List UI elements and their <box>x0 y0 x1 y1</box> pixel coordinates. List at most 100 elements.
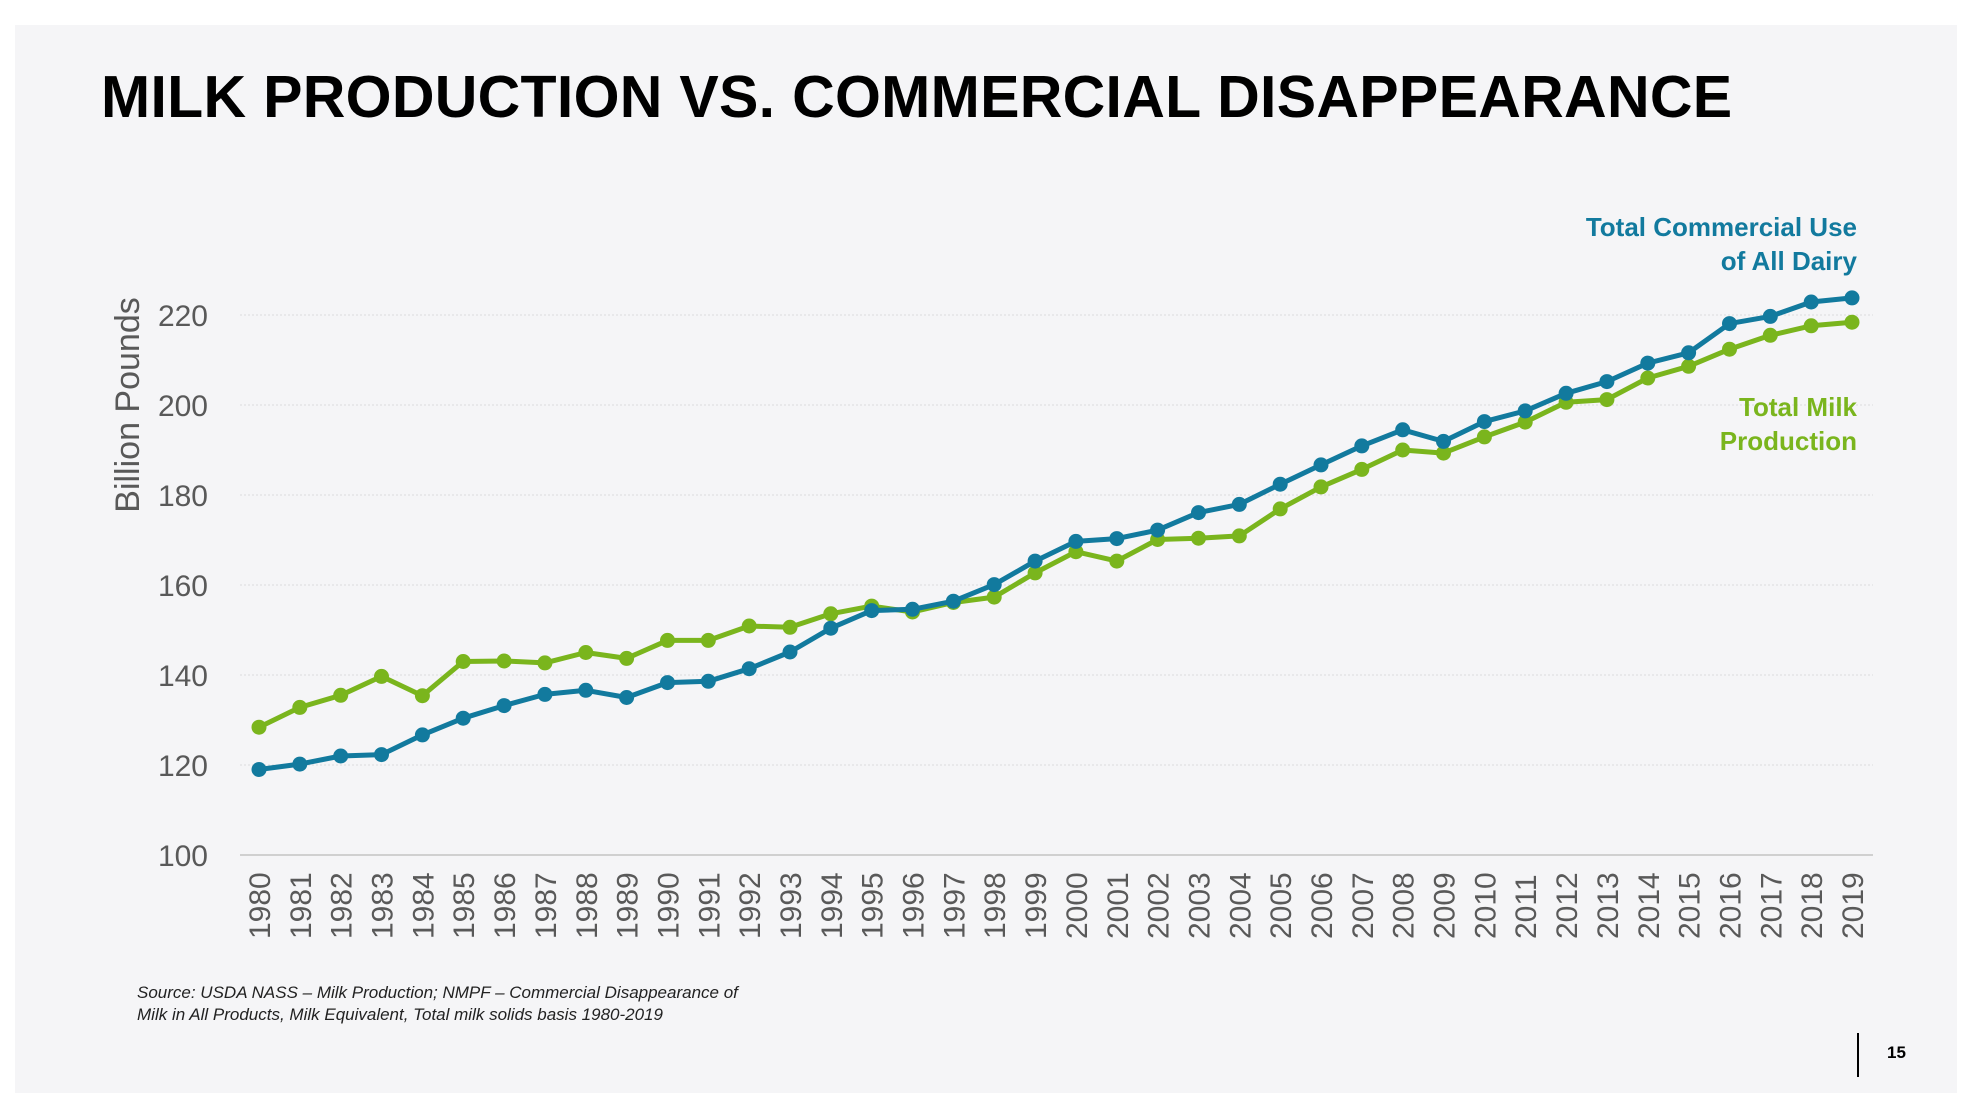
data-point-total-milk-production <box>823 606 839 622</box>
x-tick-label: 2019 <box>1837 872 1870 939</box>
x-tick-label: 1996 <box>898 872 931 939</box>
data-point-total-commercial-use-of-all-dairy <box>986 577 1002 593</box>
x-tick-label: 2018 <box>1796 872 1829 939</box>
data-point-total-milk-production <box>333 687 349 703</box>
y-tick-label: 200 <box>158 390 208 423</box>
x-tick-label: 2016 <box>1714 872 1747 939</box>
page-title: MILK PRODUCTION VS. COMMERCIAL DISAPPEAR… <box>101 64 1733 130</box>
data-point-total-milk-production <box>1231 528 1247 544</box>
data-point-total-commercial-use-of-all-dairy <box>1681 345 1697 361</box>
data-point-total-milk-production <box>619 650 635 666</box>
data-point-total-commercial-use-of-all-dairy <box>1722 316 1737 332</box>
series-total-milk-production <box>251 314 1860 735</box>
x-tick-label: 1991 <box>693 872 726 939</box>
x-tick-label: 2003 <box>1183 872 1216 939</box>
data-point-total-commercial-use-of-all-dairy <box>1272 476 1288 492</box>
series-total-commercial-use-of-all-dairy <box>251 290 1860 777</box>
data-point-total-milk-production <box>1762 327 1778 343</box>
x-tick-label: 1982 <box>326 872 359 939</box>
data-point-total-milk-production <box>414 688 430 704</box>
data-point-total-milk-production <box>1191 530 1206 546</box>
data-point-total-milk-production <box>1640 370 1656 386</box>
data-point-total-milk-production <box>1844 314 1860 330</box>
data-point-total-milk-production <box>1027 565 1043 581</box>
x-tick-label: 2015 <box>1674 872 1707 939</box>
x-tick-label: 1987 <box>530 872 563 939</box>
x-tick-label: 1997 <box>938 872 971 939</box>
data-point-total-milk-production <box>374 668 389 684</box>
data-point-total-commercial-use-of-all-dairy <box>1762 308 1778 324</box>
x-tick-label: 2002 <box>1143 872 1176 939</box>
data-point-total-commercial-use-of-all-dairy <box>537 686 553 702</box>
data-point-total-milk-production <box>537 655 553 671</box>
source-line-1: Source: USDA NASS – Milk Production; NMP… <box>137 983 738 1002</box>
x-tick-label: 2012 <box>1551 872 1584 939</box>
x-tick-label: 2017 <box>1755 872 1788 939</box>
data-point-total-milk-production <box>292 699 308 715</box>
series-line-total-commercial-use-of-all-dairy <box>258 295 1853 772</box>
page-divider <box>1857 1033 1859 1077</box>
data-point-total-commercial-use-of-all-dairy <box>1109 531 1125 547</box>
x-tick-label: 2009 <box>1429 872 1462 939</box>
data-point-total-commercial-use-of-all-dairy <box>1354 438 1370 454</box>
y-tick-label: 140 <box>158 660 208 693</box>
data-point-total-milk-production <box>1476 429 1492 445</box>
gridlines <box>240 314 1873 766</box>
x-tick-label: 1986 <box>489 872 522 939</box>
data-point-total-milk-production <box>1354 461 1370 477</box>
data-point-total-commercial-use-of-all-dairy <box>292 756 308 772</box>
x-tick-label: 2008 <box>1388 872 1421 939</box>
x-tick-label: 2005 <box>1265 872 1298 939</box>
x-tick-label: 2006 <box>1306 872 1339 939</box>
data-point-total-commercial-use-of-all-dairy <box>1191 505 1206 521</box>
data-point-total-milk-production <box>741 618 757 634</box>
y-tick-label: 220 <box>158 300 208 333</box>
x-tick-label: 2013 <box>1592 872 1625 939</box>
data-point-total-commercial-use-of-all-dairy <box>1599 374 1615 390</box>
x-tick-label: 2007 <box>1347 872 1380 939</box>
data-point-total-milk-production <box>455 654 471 669</box>
slide: MILK PRODUCTION VS. COMMERCIAL DISAPPEAR… <box>15 25 1957 1093</box>
data-point-total-commercial-use-of-all-dairy <box>1436 433 1451 449</box>
x-tick-label: 2010 <box>1469 872 1502 939</box>
data-point-total-commercial-use-of-all-dairy <box>1844 290 1860 306</box>
y-tick-label: 160 <box>158 570 208 603</box>
x-tick-label: 1980 <box>244 872 277 939</box>
data-point-total-commercial-use-of-all-dairy <box>1313 457 1329 473</box>
data-point-total-commercial-use-of-all-dairy <box>496 698 512 714</box>
data-point-total-milk-production <box>782 619 798 635</box>
data-point-total-commercial-use-of-all-dairy <box>1476 414 1492 430</box>
data-point-total-commercial-use-of-all-dairy <box>414 727 430 743</box>
x-tick-label: 1981 <box>285 872 318 939</box>
series-line-total-milk-production <box>257 319 1853 730</box>
series-label-total-commercial-use-of-all-dairy: Total Commercial Use <box>1586 212 1857 242</box>
data-point-total-commercial-use-of-all-dairy <box>864 603 880 619</box>
data-point-total-milk-production <box>1436 445 1451 461</box>
data-point-total-commercial-use-of-all-dairy <box>1517 403 1533 419</box>
data-point-total-milk-production <box>1517 414 1533 430</box>
data-point-total-milk-production <box>1803 318 1819 334</box>
x-tick-label: 2011 <box>1510 874 1543 939</box>
labels: Total Milk Production Total Commercial Use… <box>1586 212 1858 456</box>
data-point-total-commercial-use-of-all-dairy <box>1558 385 1574 401</box>
data-point-total-milk-production <box>660 632 675 648</box>
x-tick-label: 1983 <box>367 872 400 939</box>
data-point-total-commercial-use-of-all-dairy <box>905 601 920 617</box>
series-label-total-commercial-use-of-all-dairy: of All Dairy <box>1721 246 1858 276</box>
x-tick-label: 2000 <box>1061 872 1094 939</box>
x-tick-label: 2004 <box>1224 872 1257 939</box>
series-label-total-milk-production: Total Milk <box>1739 392 1858 422</box>
source-line-2: Milk in All Products, Milk Equivalent, T… <box>137 1005 663 1024</box>
x-tick-label: 1993 <box>775 872 808 939</box>
data-point-total-commercial-use-of-all-dairy <box>782 644 798 660</box>
data-point-total-commercial-use-of-all-dairy <box>1231 496 1247 512</box>
data-point-total-milk-production <box>1313 479 1329 495</box>
x-tick-label: 1988 <box>571 872 604 939</box>
x-tick-label: 1998 <box>979 872 1012 939</box>
data-point-total-milk-production <box>1272 501 1288 517</box>
x-tick-label: 1994 <box>816 872 849 939</box>
data-point-total-milk-production <box>1599 392 1615 408</box>
data-point-total-commercial-use-of-all-dairy <box>1395 422 1411 438</box>
data-point-total-milk-production <box>1109 553 1125 569</box>
